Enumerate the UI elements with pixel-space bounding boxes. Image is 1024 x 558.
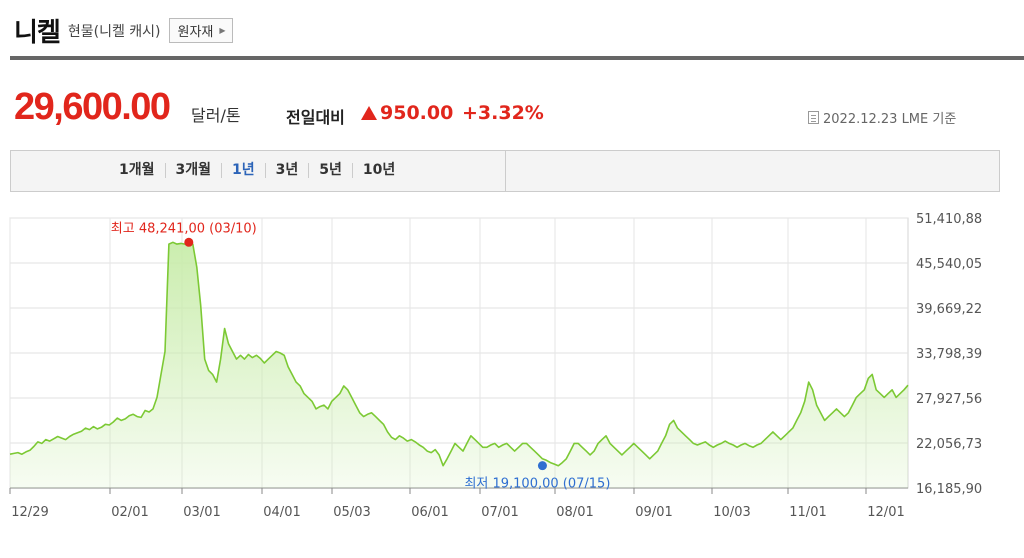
period-tab[interactable]: 10년 — [351, 163, 405, 178]
change-percent: +3.32% — [462, 102, 544, 124]
as-of-info: 2022.12.23 LME 기준 — [808, 108, 956, 127]
change-value: 950.00 — [380, 102, 454, 124]
price-unit: 달러/톤 — [191, 106, 241, 125]
period-tab[interactable]: 3개월 — [164, 163, 222, 178]
x-tick-label: 05/03 — [333, 505, 370, 520]
x-tick-label: 02/01 — [111, 505, 148, 520]
price-chart: 51,410,88 45,540,05 39,669,22 33,798,39 27,9… — [9, 212, 982, 520]
period-tab[interactable]: 1개월 — [119, 162, 155, 178]
max-point — [184, 237, 194, 247]
x-tick-label: 10/03 — [713, 505, 750, 520]
x-tick-label: 04/01 — [263, 505, 300, 520]
y-tick-label: 39,669,22 — [916, 302, 982, 317]
period-tabs: 1개월 3개월 1년 3년 5년 10년 — [109, 163, 405, 178]
page-title: 니켈 — [14, 18, 61, 48]
x-tick-label: 12/29 — [11, 505, 48, 520]
x-tick-label: 09/01 — [635, 505, 672, 520]
y-tick-label: 45,540,05 — [916, 257, 982, 272]
series-area — [10, 242, 908, 488]
period-tab-bar: 1개월 3개월 1년 3년 5년 10년 — [10, 150, 1000, 192]
min-label: 최저 19,100,00 (07/15) — [464, 477, 610, 492]
y-tick-label: 51,410,88 — [916, 212, 982, 227]
x-tick-label: 08/01 — [556, 505, 593, 520]
x-tick-label: 07/01 — [481, 505, 518, 520]
as-of-text: 2022.12.23 LME 기준 — [823, 112, 957, 127]
current-price: 29,600.00 — [14, 86, 171, 128]
period-tab[interactable]: 3년 — [264, 163, 309, 178]
y-tick-label: 27,927,56 — [916, 392, 982, 407]
y-tick-label: 16,185,90 — [916, 482, 982, 497]
y-tick-label: 33,798,39 — [916, 347, 982, 362]
change-label: 전일대비 — [286, 108, 345, 127]
series-line — [9, 241, 909, 467]
header-divider — [10, 56, 1024, 60]
document-icon — [808, 111, 819, 124]
period-tab[interactable]: 5년 — [308, 163, 352, 178]
x-tick-label: 12/01 — [867, 505, 904, 520]
x-tick-label: 06/01 — [411, 505, 448, 520]
max-label: 최고 48,241,00 (03/10) — [111, 221, 257, 236]
category-button[interactable]: 원자재 ▶ — [168, 18, 233, 43]
up-triangle-icon — [361, 106, 377, 120]
x-tick-label: 11/01 — [789, 505, 826, 520]
page-subtitle: 현물(니켈 캐시) — [67, 23, 161, 40]
y-tick-label: 22,056,73 — [916, 437, 982, 452]
tab-bar-divider — [505, 151, 506, 191]
x-tick-label: 03/01 — [183, 505, 220, 520]
page-header: 니켈 현물(니켈 캐시) 원자재 ▶ — [14, 12, 233, 49]
period-tab[interactable]: 1년 — [221, 163, 265, 178]
category-button-label: 원자재 — [177, 25, 214, 40]
caret-right-icon: ▶ — [219, 26, 226, 35]
min-point — [537, 461, 547, 471]
